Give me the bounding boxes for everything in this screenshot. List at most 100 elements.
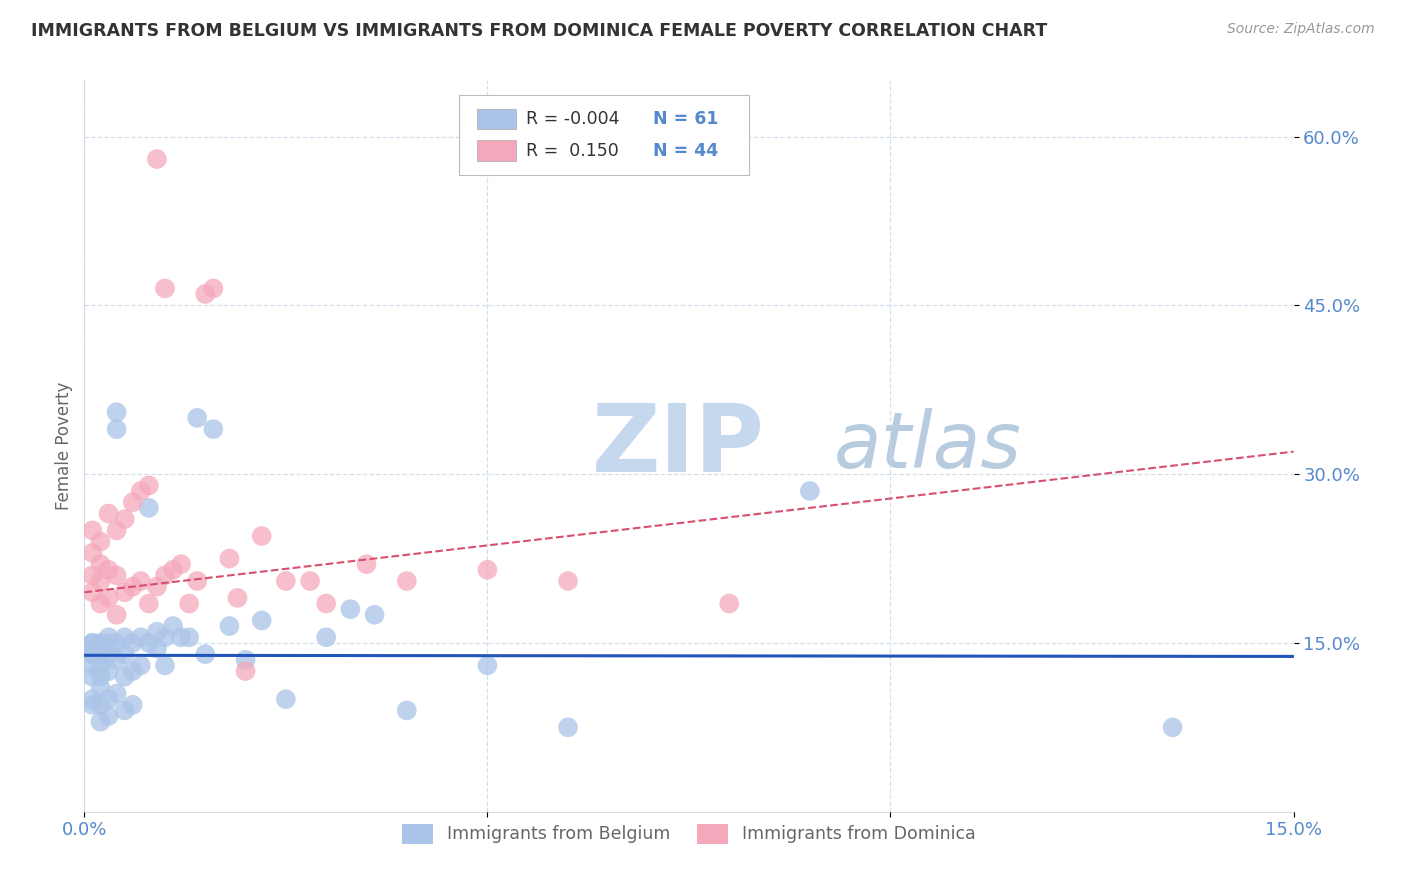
Point xyxy=(138,636,160,650)
Text: N = 61: N = 61 xyxy=(652,110,718,128)
Point xyxy=(82,692,104,706)
Point xyxy=(186,574,208,588)
Point xyxy=(105,607,128,622)
Point xyxy=(557,574,579,588)
Point xyxy=(138,597,160,611)
Point xyxy=(114,585,136,599)
Point xyxy=(170,557,193,571)
Point xyxy=(146,624,169,639)
Point xyxy=(89,670,111,684)
Point xyxy=(114,512,136,526)
Point xyxy=(82,585,104,599)
Point xyxy=(89,574,111,588)
Point xyxy=(121,580,143,594)
Point xyxy=(170,630,193,644)
Point xyxy=(718,597,741,611)
Point xyxy=(250,614,273,628)
Point xyxy=(202,281,225,295)
Point xyxy=(138,478,160,492)
Point xyxy=(97,636,120,650)
Point xyxy=(114,670,136,684)
Point xyxy=(105,422,128,436)
Point xyxy=(82,546,104,560)
Point xyxy=(89,714,111,729)
Text: atlas: atlas xyxy=(834,408,1022,484)
Point xyxy=(105,568,128,582)
Point xyxy=(89,636,111,650)
Point xyxy=(153,630,176,644)
Point xyxy=(395,574,418,588)
FancyBboxPatch shape xyxy=(460,95,749,176)
Point xyxy=(114,630,136,644)
Point xyxy=(89,534,111,549)
Text: IMMIGRANTS FROM BELGIUM VS IMMIGRANTS FROM DOMINICA FEMALE POVERTY CORRELATION C: IMMIGRANTS FROM BELGIUM VS IMMIGRANTS FR… xyxy=(31,22,1047,40)
Text: N = 44: N = 44 xyxy=(652,142,718,161)
Point xyxy=(82,568,104,582)
Point xyxy=(97,692,120,706)
Text: R =  0.150: R = 0.150 xyxy=(526,142,619,161)
Point xyxy=(557,720,579,734)
Y-axis label: Female Poverty: Female Poverty xyxy=(55,382,73,510)
Point xyxy=(97,630,120,644)
Point xyxy=(1161,720,1184,734)
Text: ZIP: ZIP xyxy=(592,400,765,492)
Point xyxy=(194,647,217,661)
Point xyxy=(129,483,152,498)
Point xyxy=(97,507,120,521)
Point xyxy=(105,524,128,538)
Point xyxy=(82,658,104,673)
Point xyxy=(315,630,337,644)
Point xyxy=(153,568,176,582)
Point xyxy=(129,630,152,644)
Point xyxy=(89,641,111,656)
Point xyxy=(114,703,136,717)
Point xyxy=(250,529,273,543)
Point xyxy=(274,692,297,706)
Point xyxy=(82,524,104,538)
Text: Source: ZipAtlas.com: Source: ZipAtlas.com xyxy=(1227,22,1375,37)
Point xyxy=(146,152,169,166)
Point xyxy=(179,630,201,644)
Point xyxy=(89,597,111,611)
Point xyxy=(153,658,176,673)
Point xyxy=(235,664,257,678)
Point xyxy=(799,483,821,498)
Point xyxy=(105,653,128,667)
Point xyxy=(162,619,184,633)
Legend: Immigrants from Belgium, Immigrants from Dominica: Immigrants from Belgium, Immigrants from… xyxy=(395,817,983,851)
Point xyxy=(89,698,111,712)
Point xyxy=(97,664,120,678)
Point xyxy=(363,607,385,622)
Point xyxy=(82,647,104,661)
Point xyxy=(218,551,240,566)
Point xyxy=(339,602,361,616)
Point xyxy=(121,636,143,650)
Point xyxy=(186,410,208,425)
Point xyxy=(146,641,169,656)
Point xyxy=(138,500,160,515)
Point xyxy=(97,563,120,577)
Point xyxy=(114,647,136,661)
Point xyxy=(129,658,152,673)
Point xyxy=(129,574,152,588)
Point xyxy=(226,591,249,605)
Point xyxy=(315,597,337,611)
Point xyxy=(97,647,120,661)
Point xyxy=(97,709,120,723)
Point xyxy=(89,681,111,695)
Point xyxy=(274,574,297,588)
Point xyxy=(153,281,176,295)
Point xyxy=(121,664,143,678)
Point xyxy=(121,495,143,509)
Point xyxy=(97,591,120,605)
Point xyxy=(356,557,378,571)
Point xyxy=(202,422,225,436)
Point xyxy=(235,653,257,667)
Point xyxy=(82,647,104,661)
Point xyxy=(89,647,111,661)
Point xyxy=(179,597,201,611)
Point xyxy=(121,698,143,712)
Point xyxy=(82,670,104,684)
Bar xyxy=(478,140,516,161)
Point xyxy=(218,619,240,633)
